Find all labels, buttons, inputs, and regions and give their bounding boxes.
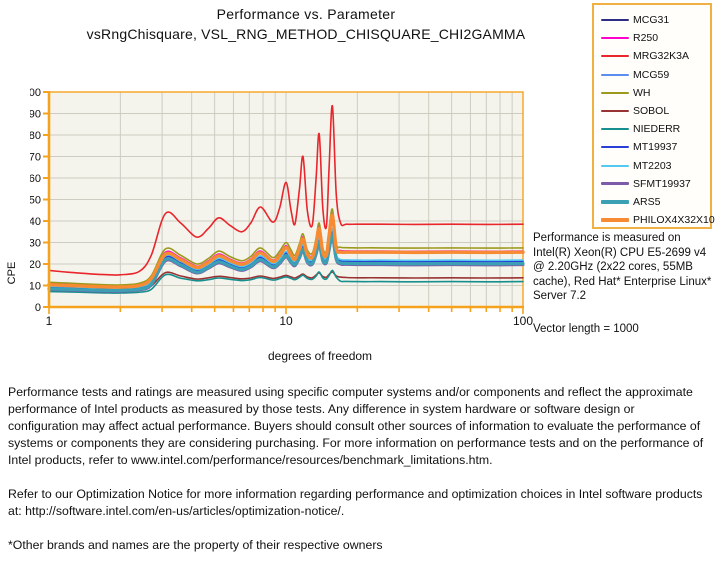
y-tick-label: 60 xyxy=(30,173,41,185)
series-line-wh xyxy=(48,208,524,286)
legend-swatch-ars5 xyxy=(601,200,629,204)
y-axis-title: CPE xyxy=(6,261,18,285)
legend-item-sobol: SOBOL xyxy=(601,102,710,120)
disclaimer-paragraph-2: Refer to our Optimization Notice for mor… xyxy=(8,487,703,518)
legend-item-ars5: ARS5 xyxy=(601,193,710,211)
legend-swatch-sfmt19937 xyxy=(601,182,629,186)
legend-swatch-mt2203 xyxy=(601,164,629,167)
legend-swatch-mcg59 xyxy=(601,73,629,76)
y-tick-label: 70 xyxy=(30,152,41,164)
x-tick-label: 100 xyxy=(513,314,533,328)
disclaimer-paragraph-3: *Other brands and names are the property… xyxy=(8,538,383,552)
legend-label: R250 xyxy=(633,32,659,45)
chart-title-line2: vsRngChisquare, VSL_RNG_METHOD_CHISQUARE… xyxy=(86,26,526,42)
legend-swatch-wh xyxy=(601,91,629,94)
legend-item-sfmt19937: SFMT19937 xyxy=(601,175,710,193)
legend-item-wh: WH xyxy=(601,84,710,102)
system-note: Performance is measured on Intel(R) Xeon… xyxy=(533,231,713,336)
series-line-niederr xyxy=(48,269,524,294)
legend-item-niederr: NIEDERR xyxy=(601,120,710,138)
chart-title: Performance vs. Parameter vsRngChisquare… xyxy=(20,6,592,42)
y-tick-label: 10 xyxy=(30,281,41,293)
legend-label: MCG31 xyxy=(633,14,670,27)
y-tick-label: 50 xyxy=(30,195,41,207)
y-tick-label: 20 xyxy=(30,259,41,271)
disclaimer-paragraph-1: Performance tests and ratings are measur… xyxy=(8,385,704,467)
legal-disclaimer: Performance tests and ratings are measur… xyxy=(8,384,708,554)
y-tick-label: 0 xyxy=(35,302,41,314)
y-tick-label: 100 xyxy=(30,87,41,99)
y-tick-label: 40 xyxy=(30,216,41,228)
legend-label: MRG32K3A xyxy=(633,50,690,63)
legend-label: WH xyxy=(633,86,651,99)
legend-swatch-niederr xyxy=(601,128,629,131)
system-description: Performance is measured on Intel(R) Xeon… xyxy=(533,232,712,302)
x-tick-label: 1 xyxy=(46,314,53,328)
legend-label: MCG59 xyxy=(633,68,670,81)
legend-label: MT2203 xyxy=(633,159,672,172)
chart-plot-area: 0102030405060708090100110100 xyxy=(23,84,535,334)
performance-chart: 0102030405060708090100110100 xyxy=(23,87,534,328)
legend-swatch-mcg31 xyxy=(601,19,629,22)
legend-swatch-mt19937 xyxy=(601,146,629,149)
legend-item-mt2203: MT2203 xyxy=(601,157,710,175)
series-line-philox4x32x10 xyxy=(47,213,525,289)
legend-label: NIEDERR xyxy=(633,123,681,136)
series-line-mrg32k3a xyxy=(48,105,524,276)
legend-item-mrg32k3a: MRG32K3A xyxy=(601,47,710,65)
chart-legend: MCG31 R250 MRG32K3A MCG59 WH SOBOL NIEDERR MT19… xyxy=(592,3,715,229)
legend-swatch-philox4x32x10 xyxy=(601,218,629,222)
y-tick-label: 30 xyxy=(30,238,41,250)
x-tick-label: 10 xyxy=(279,314,293,328)
vector-length-note: Vector length = 1000 xyxy=(533,322,639,335)
legend-label: SOBOL xyxy=(633,105,670,118)
legend-swatch-mrg32k3a xyxy=(601,55,629,58)
legend-label: ARS5 xyxy=(633,195,661,208)
chart-title-line1: Performance vs. Parameter xyxy=(216,6,396,22)
y-tick-label: 80 xyxy=(30,130,41,142)
legend-item-mt19937: MT19937 xyxy=(601,138,710,156)
legend-swatch-sobol xyxy=(601,110,629,113)
series-line-sobol xyxy=(48,271,524,291)
legend-item-philox4x32x10: PHILOX4X32X10 xyxy=(601,211,715,229)
y-tick-label: 90 xyxy=(30,109,41,121)
x-axis-title: degrees of freedom xyxy=(267,349,373,363)
legend-item-r250: R250 xyxy=(601,29,710,47)
legend-item-mcg59: MCG59 xyxy=(601,66,710,84)
series-line-ars5 xyxy=(47,233,525,293)
legend-swatch-r250 xyxy=(601,37,629,40)
legend-label: SFMT19937 xyxy=(633,177,691,190)
legend-item-mcg31: MCG31 xyxy=(601,11,710,29)
legend-label: PHILOX4X32X10 xyxy=(633,214,715,227)
legend-label: MT19937 xyxy=(633,141,678,154)
